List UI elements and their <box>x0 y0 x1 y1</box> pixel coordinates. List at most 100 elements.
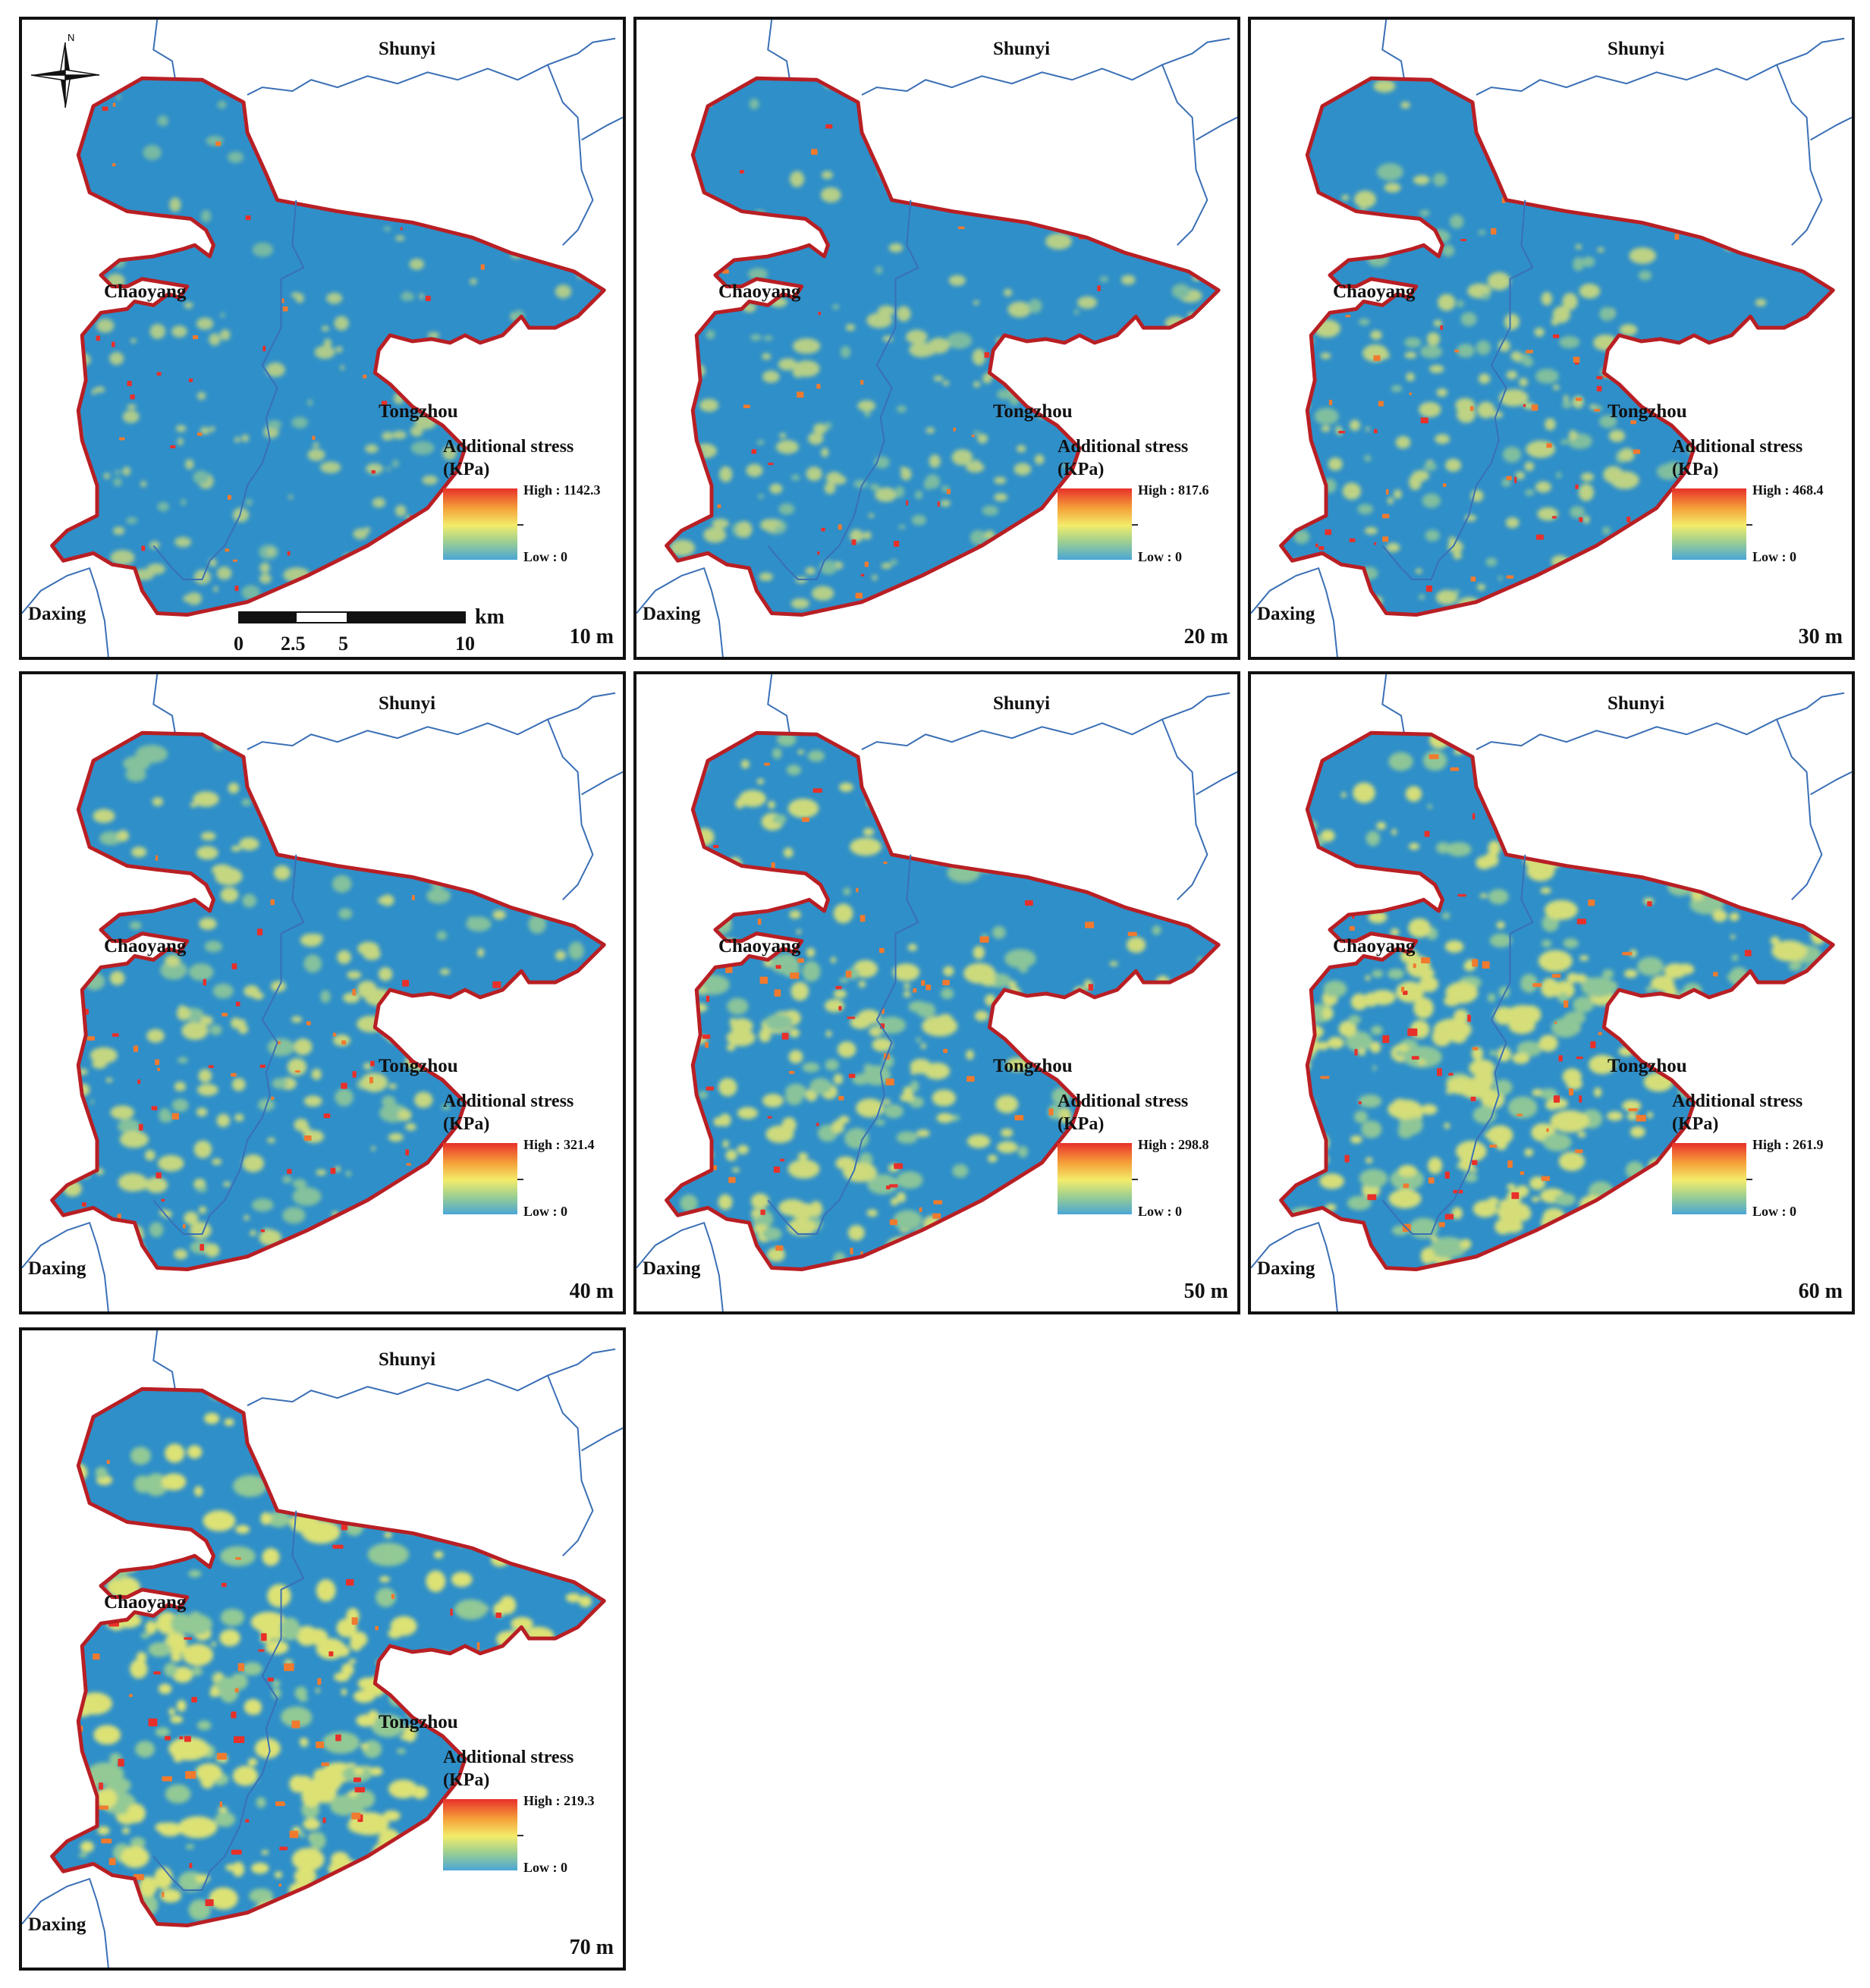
region-boundary <box>1279 76 1835 617</box>
region-boundary <box>665 730 1221 1272</box>
river-line <box>247 37 616 96</box>
legend-ramp-tick <box>1132 524 1138 526</box>
river-line <box>581 771 623 796</box>
legend-low-label: Low : 0 <box>1752 1204 1796 1219</box>
scale-bar: km 0 2.5 5 10 <box>234 605 557 657</box>
river-line <box>247 1348 616 1406</box>
place-label-daxing: Daxing <box>643 604 701 624</box>
legend-color-ramp <box>1058 488 1132 560</box>
legend-ramp-tick <box>1746 524 1752 526</box>
scale-tick-label: 10 <box>455 633 475 655</box>
scale-unit: km <box>475 605 504 629</box>
legend-unit: (KPa) <box>1058 460 1105 479</box>
legend-title: Additional stress <box>1058 437 1189 457</box>
legend-title: Additional stress <box>1058 1091 1189 1111</box>
place-label-tongzhou: Tongzhou <box>993 1056 1073 1076</box>
legend-unit: (KPa) <box>1058 1114 1105 1134</box>
depth-label: 40 m <box>569 1280 614 1303</box>
legend-title: Additional stress <box>443 1091 574 1111</box>
legend-unit: (KPa) <box>1672 460 1719 479</box>
river-line <box>547 719 594 900</box>
place-label-tongzhou: Tongzhou <box>379 1056 458 1076</box>
legend-ramp-tick <box>517 524 523 526</box>
legend-color-ramp <box>443 1799 517 1870</box>
map-panel-60m: Shunyi Chaoyang Tongzhou Daxing Additional s… <box>1248 671 1855 1314</box>
place-label-chaoyang: Chaoyang <box>1333 281 1416 302</box>
river-line <box>1810 116 1852 141</box>
place-label-chaoyang: Chaoyang <box>104 1592 187 1613</box>
map-panel-20m: Shunyi Chaoyang Tongzhou Daxing Additional s… <box>633 17 1240 660</box>
river-line <box>1196 771 1237 796</box>
depth-label: 30 m <box>1798 625 1843 649</box>
place-label-shunyi: Shunyi <box>379 1349 436 1370</box>
legend: Additional stress (KPa) High : 261.9 Low : … <box>1672 1090 1852 1234</box>
legend-ramp-tick <box>1746 1179 1752 1180</box>
legend-low-label: Low : 0 <box>523 549 567 564</box>
stress-map <box>1251 20 1852 657</box>
legend-color-ramp <box>443 488 517 560</box>
river-line <box>547 64 594 246</box>
legend: Additional stress (KPa) High : 468.4 Low : … <box>1672 435 1852 579</box>
legend-high-label: High : 468.4 <box>1752 482 1824 498</box>
legend-color-ramp <box>1672 1143 1746 1214</box>
stress-map <box>1251 674 1852 1311</box>
legend-unit: (KPa) <box>1672 1114 1719 1134</box>
district-boundary <box>152 1510 305 1891</box>
legend-high-label: High : 817.6 <box>1138 482 1209 498</box>
depth-label: 50 m <box>1183 1280 1228 1303</box>
place-label-tongzhou: Tongzhou <box>993 401 1073 422</box>
river-line <box>22 1877 109 1968</box>
legend-ramp-tick <box>1132 1179 1138 1180</box>
river-line <box>1196 116 1237 141</box>
river-line <box>1810 771 1852 796</box>
river-line <box>1161 719 1208 900</box>
river-line <box>22 567 109 657</box>
place-label-daxing: Daxing <box>28 604 86 624</box>
place-label-chaoyang: Chaoyang <box>104 281 187 302</box>
place-label-chaoyang: Chaoyang <box>718 936 801 956</box>
place-label-daxing: Daxing <box>1257 1258 1315 1279</box>
river-line <box>1776 719 1823 900</box>
study-area-fill <box>666 733 1219 1270</box>
scale-bar-segment <box>295 611 348 623</box>
stress-map <box>22 20 623 657</box>
river-line <box>22 1221 109 1311</box>
scale-tick-label: 5 <box>338 633 348 655</box>
map-panel-40m: Shunyi Chaoyang Tongzhou Daxing Additional s… <box>19 671 626 1314</box>
place-label-chaoyang: Chaoyang <box>1333 936 1416 956</box>
place-label-tongzhou: Tongzhou <box>1608 401 1687 422</box>
place-label-shunyi: Shunyi <box>379 39 436 59</box>
place-label-shunyi: Shunyi <box>379 693 436 714</box>
river-line <box>1776 64 1823 246</box>
depth-label: 10 m <box>569 625 614 649</box>
scale-bar-segment <box>348 611 466 623</box>
river-line <box>1251 1221 1338 1311</box>
legend-unit: (KPa) <box>443 1770 490 1790</box>
district-boundary <box>1381 199 1534 580</box>
place-label-daxing: Daxing <box>28 1914 86 1935</box>
river-line <box>1476 692 1845 750</box>
north-label: N <box>68 33 74 43</box>
region-boundary <box>50 730 606 1272</box>
river-line <box>636 1221 724 1311</box>
district-boundary <box>152 199 305 580</box>
river-line <box>547 1375 594 1556</box>
place-label-tongzhou: Tongzhou <box>1608 1056 1687 1076</box>
legend-title: Additional stress <box>443 1748 574 1767</box>
place-label-tongzhou: Tongzhou <box>379 401 458 422</box>
legend-low-label: Low : 0 <box>523 1204 567 1219</box>
place-label-shunyi: Shunyi <box>1608 693 1665 714</box>
legend-ramp-tick <box>517 1835 523 1836</box>
region-boundary <box>50 1387 606 1928</box>
legend-low-label: Low : 0 <box>1752 549 1796 564</box>
place-label-chaoyang: Chaoyang <box>104 936 187 956</box>
map-panel-30m: Shunyi Chaoyang Tongzhou Daxing Additional s… <box>1248 17 1855 660</box>
legend-high-label: High : 261.9 <box>1752 1137 1824 1152</box>
legend-low-label: Low : 0 <box>1138 1204 1182 1219</box>
district-boundary <box>152 854 305 1235</box>
depth-label: 70 m <box>569 1936 614 1959</box>
stress-map <box>636 674 1237 1311</box>
legend: Additional stress (KPa) High : 219.3 Low : … <box>443 1746 623 1890</box>
legend-color-ramp <box>443 1143 517 1214</box>
river-line <box>1251 567 1338 657</box>
